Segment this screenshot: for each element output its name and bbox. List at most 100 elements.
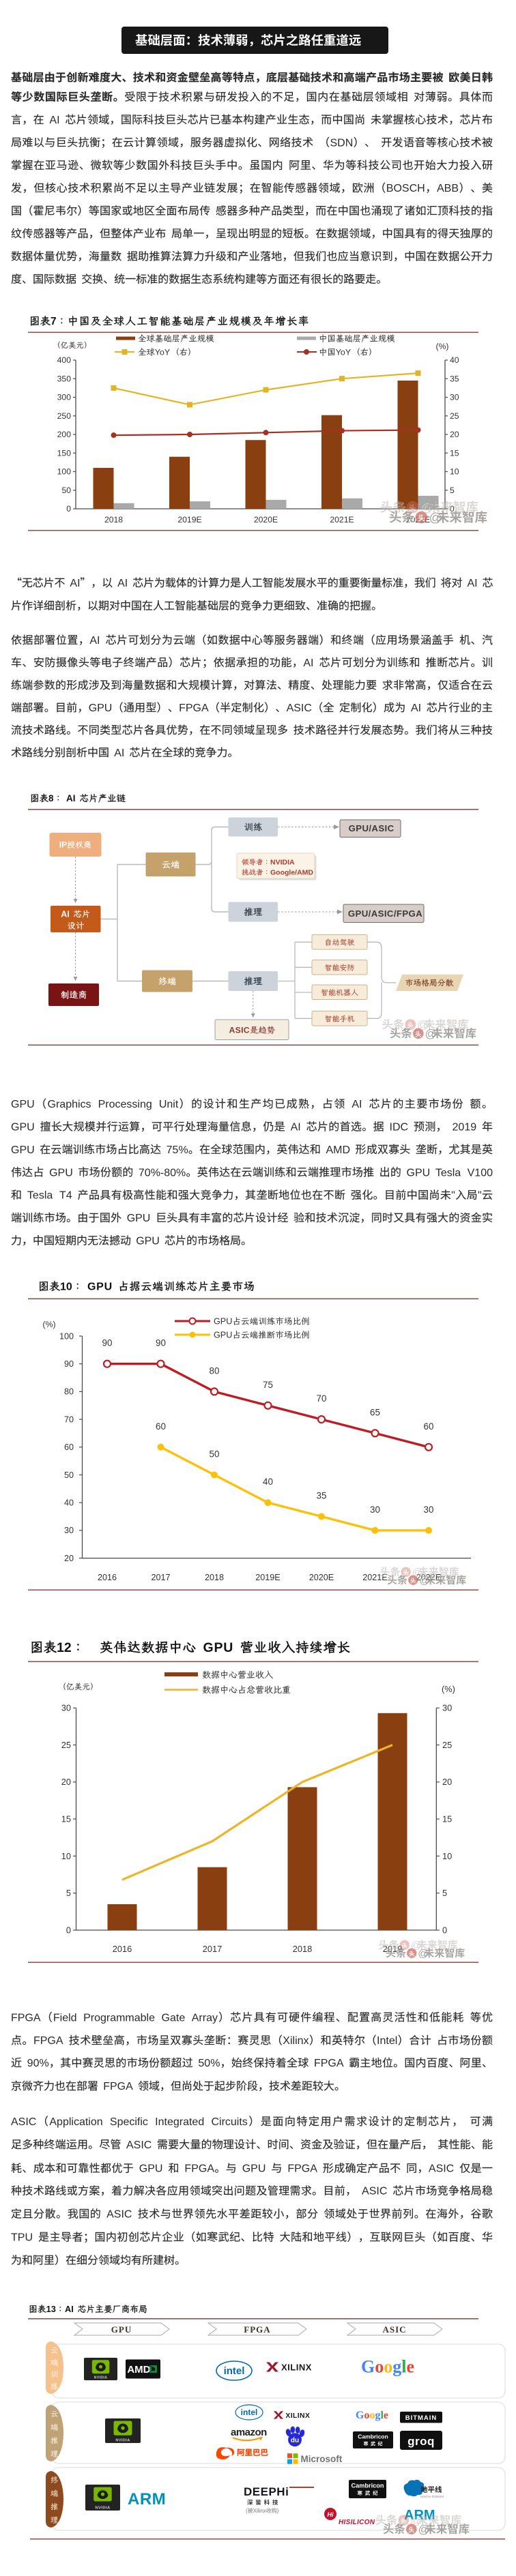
svg-text:30: 30 bbox=[64, 1526, 74, 1535]
svg-text:GPU: GPU bbox=[111, 2324, 132, 2335]
svg-text:AI: AI bbox=[70, 578, 80, 589]
svg-text:2021E: 2021E bbox=[330, 515, 354, 524]
svg-text:70: 70 bbox=[317, 1393, 327, 1404]
svg-text:20: 20 bbox=[64, 1554, 74, 1563]
svg-text:100: 100 bbox=[57, 467, 72, 477]
svg-text:8: 8 bbox=[48, 793, 54, 803]
svg-text:AI: AI bbox=[66, 793, 76, 803]
svg-text:15: 15 bbox=[450, 449, 459, 458]
svg-text:ABB: ABB bbox=[437, 183, 459, 194]
svg-text:V100: V100 bbox=[468, 1167, 493, 1179]
svg-text:Processing: Processing bbox=[98, 1099, 152, 1110]
svg-text:GPU: GPU bbox=[11, 1099, 35, 1110]
svg-text:150: 150 bbox=[57, 449, 72, 458]
svg-text:30: 30 bbox=[370, 1505, 380, 1515]
svg-text:20: 20 bbox=[61, 1777, 71, 1787]
svg-text:10: 10 bbox=[450, 467, 459, 477]
svg-text:250: 250 bbox=[57, 411, 72, 421]
svg-text:AI: AI bbox=[114, 747, 124, 759]
svg-text:2020E: 2020E bbox=[254, 515, 278, 524]
svg-text:": " bbox=[451, 1190, 455, 1202]
svg-text:350: 350 bbox=[57, 374, 72, 384]
svg-text:AI: AI bbox=[411, 702, 421, 714]
svg-text:Cambricon: Cambricon bbox=[352, 2482, 384, 2489]
svg-text:GPU: GPU bbox=[214, 1317, 232, 1327]
svg-text:AI: AI bbox=[49, 115, 59, 126]
svg-text:BITMAIN: BITMAIN bbox=[405, 2414, 438, 2422]
svg-text:Microsoft: Microsoft bbox=[301, 2454, 343, 2464]
svg-text:GPU/ASIC: GPU/ASIC bbox=[349, 823, 395, 833]
svg-text:Hi: Hi bbox=[328, 2511, 334, 2518]
svg-text:10: 10 bbox=[61, 1851, 71, 1861]
svg-text:GPU: GPU bbox=[87, 1282, 113, 1293]
svg-text:groq: groq bbox=[407, 2435, 435, 2448]
svg-text:GPU: GPU bbox=[127, 1213, 151, 1224]
svg-text:FPGA: FPGA bbox=[314, 2058, 344, 2069]
svg-text:2018: 2018 bbox=[104, 515, 123, 524]
svg-text:13: 13 bbox=[46, 2304, 56, 2314]
svg-text:AI: AI bbox=[467, 578, 477, 589]
svg-text:XILINX: XILINX bbox=[281, 2363, 312, 2373]
svg-text:2016: 2016 bbox=[98, 1573, 117, 1582]
svg-text:Cambricon: Cambricon bbox=[358, 2433, 388, 2440]
svg-text:100: 100 bbox=[59, 1331, 74, 1341]
svg-text:50: 50 bbox=[61, 486, 71, 495]
svg-text:FPGA: FPGA bbox=[244, 2324, 270, 2335]
svg-text:Specific: Specific bbox=[110, 2116, 148, 2128]
svg-text:7: 7 bbox=[51, 316, 57, 327]
svg-text:Google: Google bbox=[361, 2357, 414, 2377]
svg-text:2016: 2016 bbox=[113, 1944, 132, 1954]
svg-text:GPU: GPU bbox=[89, 702, 113, 714]
svg-text:ARM: ARM bbox=[404, 2508, 435, 2523]
svg-text:ASIC: ASIC bbox=[106, 2209, 132, 2221]
svg-text:200: 200 bbox=[57, 430, 72, 439]
svg-text:30: 30 bbox=[424, 1505, 434, 1515]
svg-text:(%): (%) bbox=[442, 1684, 455, 1694]
svg-text:40: 40 bbox=[450, 355, 459, 365]
svg-text:NVIDIA: NVIDIA bbox=[270, 859, 295, 867]
svg-text:10: 10 bbox=[60, 1282, 72, 1293]
svg-text:NVIDIA: NVIDIA bbox=[95, 2506, 111, 2511]
svg-text:AI: AI bbox=[61, 909, 70, 919]
svg-text:90%: 90% bbox=[27, 2058, 49, 2069]
svg-text:50: 50 bbox=[210, 1449, 220, 1460]
svg-text:Intel: Intel bbox=[377, 2035, 397, 2047]
svg-text:2019E: 2019E bbox=[255, 1573, 280, 1582]
svg-text:Horizon Robotics: Horizon Robotics bbox=[420, 2495, 444, 2498]
svg-text:NVIDIA: NVIDIA bbox=[94, 2376, 108, 2380]
svg-text:GPU: GPU bbox=[49, 1167, 73, 1179]
svg-text:AI: AI bbox=[117, 578, 128, 589]
svg-text:Google/AMD: Google/AMD bbox=[270, 869, 313, 877]
svg-text:Unit: Unit bbox=[159, 1099, 179, 1110]
svg-text:AI: AI bbox=[303, 657, 313, 669]
svg-text:2019E: 2019E bbox=[177, 515, 201, 524]
svg-text:25: 25 bbox=[61, 1740, 71, 1750]
svg-text:XILINX: XILINX bbox=[285, 2412, 310, 2420]
svg-text:5: 5 bbox=[66, 1888, 71, 1898]
svg-text:AI: AI bbox=[352, 1099, 362, 1110]
svg-text:Application: Application bbox=[49, 2116, 102, 2128]
svg-text:60: 60 bbox=[64, 1442, 74, 1452]
svg-text:20: 20 bbox=[450, 430, 459, 439]
svg-text:GPU: GPU bbox=[214, 1331, 232, 1340]
svg-text:60: 60 bbox=[156, 1421, 166, 1432]
svg-text:AI: AI bbox=[291, 1122, 301, 1134]
svg-text:GPU: GPU bbox=[203, 1640, 234, 1655]
svg-text:Gate: Gate bbox=[162, 2012, 186, 2024]
svg-text:YoY: YoY bbox=[155, 348, 170, 357]
svg-text:75: 75 bbox=[263, 1380, 273, 1390]
svg-text:HISILICON: HISILICON bbox=[339, 2519, 375, 2526]
svg-text:Array: Array bbox=[192, 2012, 218, 2024]
svg-text:50: 50 bbox=[64, 1470, 74, 1480]
svg-text:Xilinx: Xilinx bbox=[253, 2508, 266, 2514]
svg-text:FPGA: FPGA bbox=[103, 2081, 133, 2092]
svg-text:35: 35 bbox=[450, 374, 459, 384]
svg-text:300: 300 bbox=[57, 393, 72, 402]
svg-text:(%): (%) bbox=[42, 1320, 55, 1329]
svg-text:2018: 2018 bbox=[293, 1944, 312, 1954]
svg-text:30: 30 bbox=[61, 1703, 71, 1713]
svg-text:Integrated: Integrated bbox=[155, 2116, 204, 2128]
svg-text:ASIC: ASIC bbox=[382, 2324, 406, 2335]
svg-text:75%: 75% bbox=[167, 1144, 188, 1156]
svg-text:35: 35 bbox=[317, 1491, 327, 1501]
